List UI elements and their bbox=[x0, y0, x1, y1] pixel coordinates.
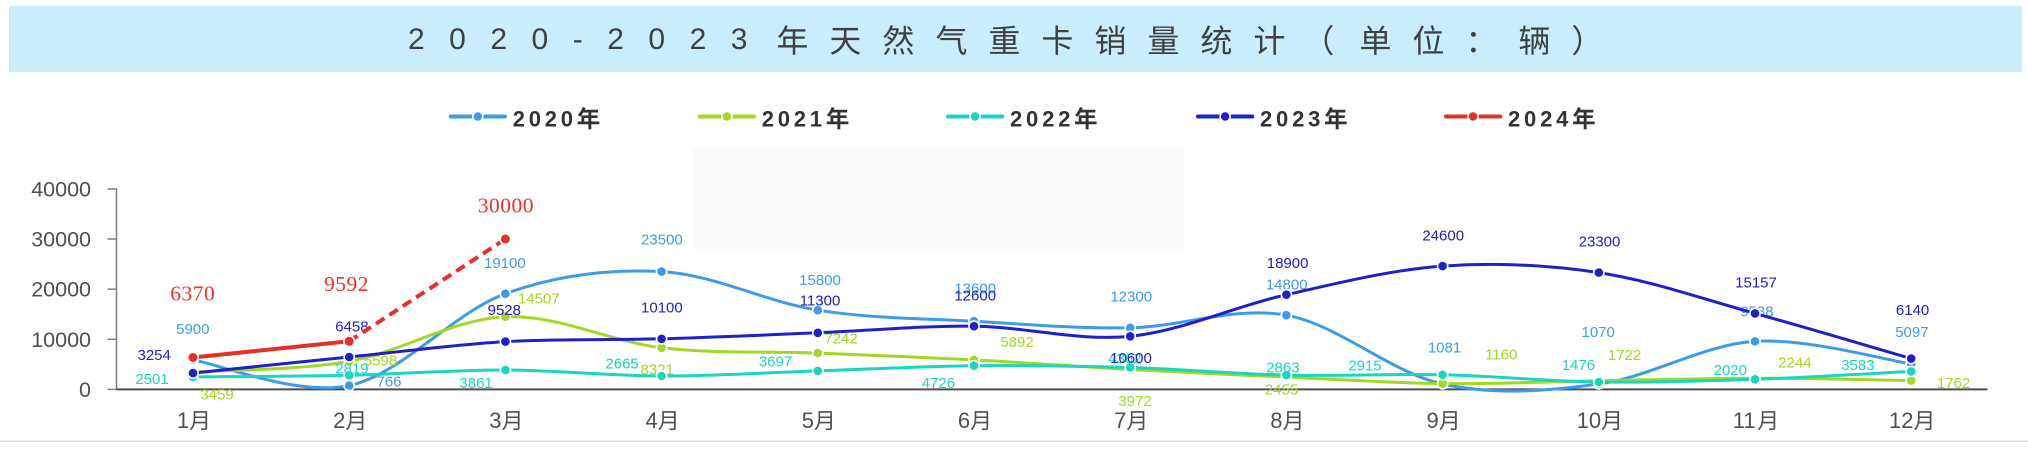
svg-text:1081: 1081 bbox=[1428, 340, 1461, 357]
svg-text:23500: 23500 bbox=[641, 232, 683, 249]
svg-text:15800: 15800 bbox=[799, 272, 841, 289]
svg-text:3583: 3583 bbox=[1841, 357, 1874, 374]
svg-text:2020: 2020 bbox=[1714, 362, 1747, 379]
svg-text:5892: 5892 bbox=[1000, 334, 1033, 351]
svg-text:4362: 4362 bbox=[1108, 351, 1141, 368]
svg-text:7242: 7242 bbox=[824, 331, 857, 348]
svg-text:19100: 19100 bbox=[484, 255, 526, 272]
svg-text:2665: 2665 bbox=[605, 355, 638, 372]
svg-text:6370: 6370 bbox=[170, 282, 215, 306]
svg-text:1476: 1476 bbox=[1562, 357, 1595, 374]
svg-text:2501: 2501 bbox=[135, 371, 168, 388]
svg-text:2020: 2020 bbox=[513, 106, 577, 131]
svg-text:9592: 9592 bbox=[324, 272, 369, 296]
svg-text:2819: 2819 bbox=[335, 361, 368, 378]
svg-text:1762: 1762 bbox=[1937, 375, 1970, 392]
svg-text:2915: 2915 bbox=[1348, 358, 1381, 375]
svg-text:11300: 11300 bbox=[800, 293, 841, 310]
svg-text:30000: 30000 bbox=[31, 228, 91, 252]
svg-text:14507: 14507 bbox=[518, 290, 560, 307]
svg-text:13600: 13600 bbox=[954, 281, 996, 298]
svg-text:2455: 2455 bbox=[1265, 381, 1298, 398]
svg-text:766: 766 bbox=[376, 373, 401, 390]
svg-text:5598: 5598 bbox=[364, 353, 397, 370]
svg-text:5900: 5900 bbox=[176, 321, 209, 338]
svg-text:10: 10 bbox=[1577, 408, 1601, 433]
svg-text:2244: 2244 bbox=[1778, 355, 1811, 372]
svg-text:2020-2023: 2020-2023 bbox=[408, 23, 772, 56]
svg-text:3972: 3972 bbox=[1118, 393, 1151, 410]
svg-text:10100: 10100 bbox=[641, 299, 683, 316]
svg-text:5: 5 bbox=[802, 408, 814, 433]
svg-text:7: 7 bbox=[1114, 408, 1126, 433]
svg-text:12600: 12600 bbox=[954, 287, 996, 304]
svg-text:23300: 23300 bbox=[1579, 234, 1621, 251]
svg-text:10000: 10000 bbox=[31, 328, 91, 352]
svg-text:20000: 20000 bbox=[31, 278, 91, 302]
svg-text:11: 11 bbox=[1733, 408, 1756, 433]
svg-text:40000: 40000 bbox=[31, 177, 91, 201]
svg-text:0: 0 bbox=[79, 378, 91, 402]
svg-text:2022: 2022 bbox=[1010, 106, 1074, 131]
svg-text:5097: 5097 bbox=[1895, 324, 1928, 341]
svg-text:9528: 9528 bbox=[488, 302, 521, 319]
svg-text:1160: 1160 bbox=[1485, 347, 1517, 364]
svg-text:1722: 1722 bbox=[1608, 347, 1641, 364]
svg-text:10600: 10600 bbox=[1110, 350, 1152, 367]
svg-text:4: 4 bbox=[646, 408, 658, 433]
svg-text:18900: 18900 bbox=[1267, 255, 1309, 272]
svg-text:3254: 3254 bbox=[138, 347, 171, 364]
svg-text:3459: 3459 bbox=[200, 386, 233, 403]
svg-text:12300: 12300 bbox=[1110, 288, 1152, 305]
svg-text:1070: 1070 bbox=[1582, 324, 1615, 341]
svg-text:3861: 3861 bbox=[459, 375, 492, 392]
svg-text:9: 9 bbox=[1427, 408, 1439, 433]
svg-text:6140: 6140 bbox=[1896, 302, 1929, 319]
svg-text:14800: 14800 bbox=[1266, 276, 1308, 293]
svg-text:30000: 30000 bbox=[478, 193, 534, 217]
svg-text:2021: 2021 bbox=[762, 106, 826, 131]
svg-text:2023: 2023 bbox=[1260, 106, 1324, 131]
svg-text:24600: 24600 bbox=[1422, 227, 1464, 244]
svg-text:3: 3 bbox=[489, 408, 501, 433]
svg-text:12: 12 bbox=[1889, 408, 1913, 433]
svg-text:2024: 2024 bbox=[1508, 106, 1572, 131]
svg-text:6: 6 bbox=[958, 408, 970, 433]
svg-text:4726: 4726 bbox=[922, 375, 955, 392]
svg-text:2863: 2863 bbox=[1266, 359, 1299, 376]
svg-text:8: 8 bbox=[1270, 408, 1282, 433]
svg-text:2: 2 bbox=[333, 408, 345, 433]
svg-text:15157: 15157 bbox=[1735, 275, 1777, 292]
svg-text:1: 1 bbox=[177, 408, 189, 433]
svg-text:6458: 6458 bbox=[335, 318, 368, 335]
svg-text:3697: 3697 bbox=[759, 354, 792, 371]
